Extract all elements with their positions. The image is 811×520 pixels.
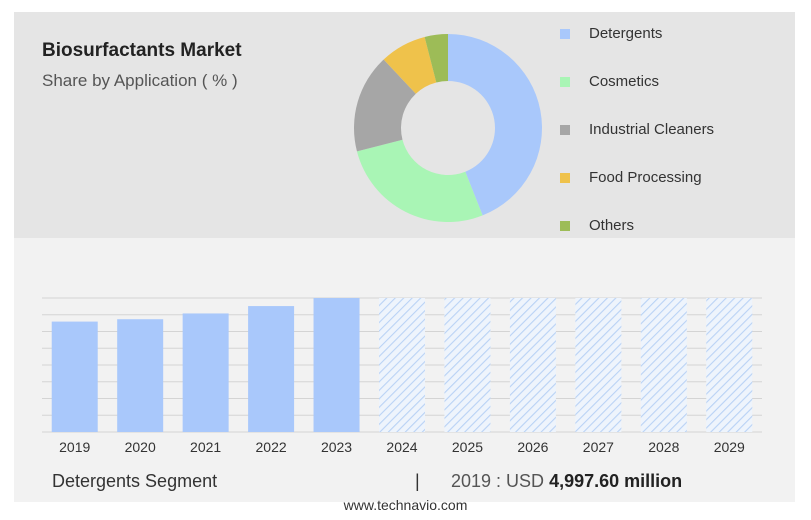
legend-label: Cosmetics [589,73,660,90]
x-tick-label: 2020 [125,439,156,455]
donut-slice-food-processing [383,36,437,94]
legend-swatch [560,77,570,87]
segment-value-amount: 4,997.60 million [549,471,683,491]
legend-item-detergents: Detergents [560,24,790,72]
bar-2020 [117,319,164,432]
chart-subtitle: Share by Application ( % ) [42,71,238,90]
legend-item-cosmetics: Cosmetics [560,72,790,120]
legend-swatch [560,125,570,135]
bar-2021 [182,313,229,432]
x-tick-label: 2019 [59,439,90,455]
chart-title: Biosurfactants Market [42,40,242,61]
legend-label: Detergents [589,25,663,42]
forecast-bar-2026 [509,298,556,432]
x-tick-label: 2021 [190,439,221,455]
forecast-bar-2024 [379,298,425,432]
forecast-bar-2025 [444,298,491,432]
x-tick-label: 2025 [452,439,483,455]
legend-label: Others [589,217,635,234]
donut-slice-cosmetics [356,139,483,222]
legend-label: Industrial Cleaners [589,121,715,138]
forecast-bar-2029 [706,298,753,432]
donut-slice-industrial-cleaners [354,59,416,152]
legend-item-industrial-cleaners: Industrial Cleaners [560,120,790,168]
legend-item-others: Others [560,216,790,264]
donut-legend: Detergents Cosmetics Industrial Cleaners… [560,24,790,264]
forecast-bar-2028 [640,298,687,432]
legend-swatch [560,173,570,183]
legend-swatch [560,221,570,231]
donut-slice-others [424,34,448,83]
bar-2023 [313,298,360,432]
x-tick-label: 2022 [256,439,287,455]
legend-item-food-processing: Food Processing [560,168,790,216]
x-tick-label: 2026 [517,439,548,455]
x-tick-label: 2027 [583,439,614,455]
forecast-bar-2027 [575,298,622,432]
donut-slice-detergents [448,34,542,216]
segment-value-year: 2019 : USD [451,471,545,491]
detergents-segment-bar-chart: 2019 2020 2021 2022 2023 2024 2025 2026 2027 2028… [42,297,762,455]
x-tick-label: 2029 [714,439,745,455]
x-tick-label: 2028 [648,439,679,455]
application-share-donut [354,34,542,222]
source-url: www.technavio.com [343,497,468,513]
legend-label: Food Processing [589,169,702,186]
segment-label: Detergents Segment [52,471,218,491]
segment-value: 2019 : USD 4,997.60 million [451,471,682,492]
legend-swatch [560,29,570,39]
x-tick-label: 2023 [321,439,352,455]
bar-2022 [248,306,295,432]
x-tick-label: 2024 [386,439,417,455]
footer-separator: | [415,471,420,491]
bar-2019 [51,321,98,432]
